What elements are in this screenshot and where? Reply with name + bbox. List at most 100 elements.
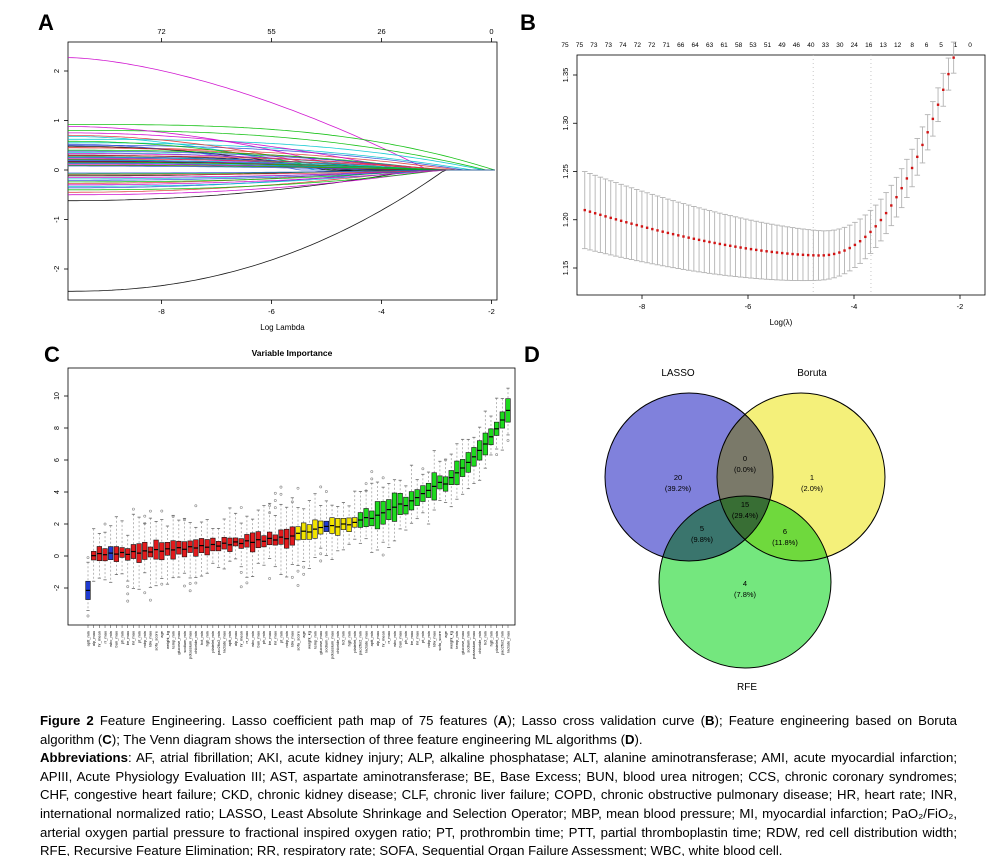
caption-segment: ); Lasso cross validation curve ( bbox=[507, 713, 706, 728]
coefficient-path bbox=[68, 144, 495, 171]
top-axis-label: 53 bbox=[749, 42, 757, 49]
cv-point bbox=[838, 251, 841, 254]
cv-point bbox=[791, 252, 794, 256]
cv-point bbox=[796, 253, 799, 256]
x-tick-label-illegible: sodium_min bbox=[324, 631, 329, 653]
venn-region-count: 0 bbox=[743, 454, 747, 463]
cv-point bbox=[931, 117, 935, 121]
coefficient-path bbox=[68, 169, 495, 292]
outlier-point bbox=[273, 499, 277, 502]
x-tick-label-illegible: temp_min bbox=[170, 631, 175, 649]
cv-point bbox=[869, 230, 872, 234]
venn-set-label: LASSO bbox=[661, 368, 695, 379]
x-tick-label-illegible: alp_max bbox=[91, 631, 96, 646]
x-tick-label-illegible: rdw_max bbox=[432, 631, 437, 647]
venn-region-count: 1 bbox=[810, 473, 814, 482]
x-tick-label-illegible: aptt_min bbox=[369, 631, 374, 646]
cv-point bbox=[905, 177, 909, 180]
panel-b-letter: B bbox=[520, 10, 536, 35]
cv-point bbox=[947, 72, 950, 76]
top-axis-label: 51 bbox=[764, 42, 772, 49]
x-tick-label-illegible: inr_max bbox=[414, 631, 419, 645]
cv-point bbox=[952, 56, 955, 59]
x-tick-label-illegible: sodium_min bbox=[182, 631, 187, 653]
top-axis-label: 8 bbox=[910, 42, 914, 49]
x-tick-label-illegible: weight_kg bbox=[449, 631, 454, 649]
outlier-point bbox=[370, 470, 374, 474]
outlier-point bbox=[171, 515, 175, 518]
cv-point bbox=[593, 212, 597, 215]
venn-region-count: 5 bbox=[700, 524, 704, 533]
y-tick-label: 0 bbox=[52, 168, 61, 172]
x-tick-label: -6 bbox=[268, 307, 275, 316]
x-tick-label-illegible: bun_max bbox=[256, 631, 261, 647]
cv-point bbox=[744, 247, 748, 250]
outlier-point bbox=[188, 589, 192, 593]
top-axis-label: 49 bbox=[778, 42, 786, 49]
abbreviations-text: Abbreviations: AF, atrial fibrillation; … bbox=[40, 749, 957, 856]
x-tick-label-illegible: bun_max bbox=[397, 631, 402, 647]
cv-point bbox=[583, 208, 586, 212]
x-tick-label: -8 bbox=[158, 307, 165, 316]
x-tick-label-illegible: rr_max bbox=[102, 631, 107, 643]
cv-point bbox=[755, 248, 758, 252]
x-tick-label-illegible: chloride_min bbox=[193, 631, 198, 654]
outlier-point bbox=[296, 569, 300, 573]
outlier-point bbox=[279, 485, 283, 489]
cv-point bbox=[599, 213, 602, 217]
y-tick-label: -2 bbox=[52, 266, 61, 273]
y-tick-label: 6 bbox=[54, 458, 61, 462]
cv-point bbox=[786, 252, 789, 255]
top-axis-label: 71 bbox=[663, 42, 671, 49]
x-tick-label-illegible: mbp_min bbox=[142, 631, 147, 647]
cv-point bbox=[666, 231, 670, 235]
x-tick-label: -8 bbox=[639, 302, 646, 311]
top-axis-label: 73 bbox=[605, 42, 613, 49]
x-tick-label-illegible: glucose_max bbox=[318, 631, 323, 655]
x-tick-label-illegible: platelet_min bbox=[494, 631, 499, 653]
top-axis-label: 55 bbox=[267, 27, 275, 36]
cv-point bbox=[656, 229, 659, 232]
y-tick-label: 1 bbox=[52, 118, 61, 122]
cv-point bbox=[806, 253, 810, 257]
x-tick-label-illegible: rr_max bbox=[386, 631, 391, 643]
cv-point bbox=[900, 186, 903, 190]
cv-point bbox=[749, 247, 753, 251]
y-tick-label: 4 bbox=[54, 490, 61, 494]
outlier-point bbox=[319, 485, 323, 489]
venn-region-count: 20 bbox=[674, 473, 682, 482]
cv-point bbox=[708, 240, 711, 244]
venn-region-percent: (29.4%) bbox=[732, 511, 759, 520]
coefficient-path bbox=[68, 169, 495, 191]
y-tick-label: 10 bbox=[54, 392, 61, 400]
outlier-point bbox=[160, 582, 164, 586]
x-tick-label-illegible: be_max bbox=[125, 631, 130, 645]
coefficient-path bbox=[68, 158, 495, 171]
coefficient-path bbox=[68, 169, 495, 186]
cv-point bbox=[625, 221, 628, 224]
x-tick-label-illegible: pao2fio2_min bbox=[500, 631, 505, 655]
cv-point bbox=[614, 218, 618, 221]
cv-point bbox=[817, 254, 820, 257]
venn-region-percent: (39.2%) bbox=[665, 484, 692, 493]
cv-point bbox=[677, 234, 680, 237]
outlier-point bbox=[183, 584, 186, 588]
top-axis-label: 12 bbox=[894, 42, 902, 49]
top-axis-label: 74 bbox=[619, 42, 627, 49]
cv-point bbox=[775, 251, 779, 254]
outlier-point bbox=[103, 522, 107, 526]
top-axis-label: 75 bbox=[561, 42, 569, 49]
outlier-point bbox=[239, 570, 243, 574]
outlier-point bbox=[302, 572, 306, 576]
cv-point bbox=[640, 225, 644, 228]
y-tick-label: 1.15 bbox=[561, 261, 570, 276]
x-tick-label-illegible: pao2fio2_min bbox=[358, 631, 363, 655]
outlier-point bbox=[273, 491, 277, 495]
cv-point bbox=[682, 235, 685, 238]
cv-point bbox=[734, 245, 737, 248]
outlier-point bbox=[143, 521, 147, 525]
cv-point bbox=[858, 239, 862, 243]
top-axis-label: 72 bbox=[648, 42, 656, 49]
x-tick-label-illegible: hr_mean bbox=[380, 631, 385, 647]
